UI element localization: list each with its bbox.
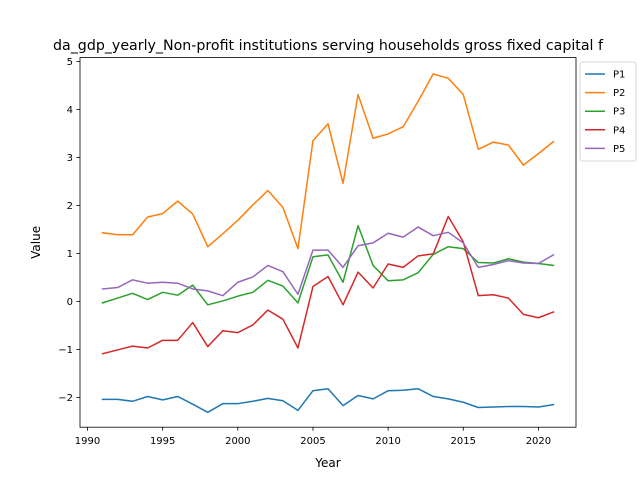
- x-axis: 1990 1995 2000 2005 2010 2015 2020: [75, 427, 551, 447]
- series-line-p2: [101, 73, 555, 250]
- plot-frame: [79, 57, 577, 428]
- x-tick-label: 2005: [300, 436, 325, 447]
- y-tick-label: 1: [67, 249, 73, 260]
- series-line-p4: [101, 215, 555, 355]
- series-line-p3: [101, 224, 555, 306]
- legend-label-p4: P4: [613, 125, 625, 136]
- x-tick-label: 2015: [451, 436, 476, 447]
- legend-box: [579, 61, 637, 162]
- x-axis-label: Year: [314, 456, 340, 470]
- y-tick-label: 4: [67, 105, 73, 116]
- y-tick-label: −1: [58, 345, 73, 356]
- y-axis-label: Value: [29, 226, 43, 259]
- x-tick-label: 2010: [375, 436, 400, 447]
- series-layer: [101, 73, 555, 414]
- y-tick-label: 0: [67, 297, 73, 308]
- y-tick-label: −2: [58, 393, 73, 404]
- legend-label-p3: P3: [613, 107, 625, 118]
- y-tick-label: 3: [67, 153, 73, 164]
- legend-label-p2: P2: [613, 88, 625, 99]
- x-tick-label: 2020: [526, 436, 551, 447]
- series-line-p1: [101, 388, 555, 414]
- legend: P1 P2 P3 P4 P5: [579, 61, 637, 162]
- y-tick-label: 5: [67, 57, 73, 68]
- legend-label-p5: P5: [613, 144, 625, 155]
- x-tick-label: 1990: [75, 436, 100, 447]
- x-tick-label: 2000: [225, 436, 250, 447]
- legend-label-p1: P1: [613, 70, 625, 81]
- y-axis: −2 −1 0 1 2 3 4 5: [58, 57, 80, 404]
- series-line-p5: [101, 226, 555, 297]
- chart-title: da_gdp_yearly_Non-profit institutions se…: [53, 38, 604, 54]
- y-tick-label: 2: [67, 201, 73, 212]
- x-tick-label: 1995: [150, 436, 175, 447]
